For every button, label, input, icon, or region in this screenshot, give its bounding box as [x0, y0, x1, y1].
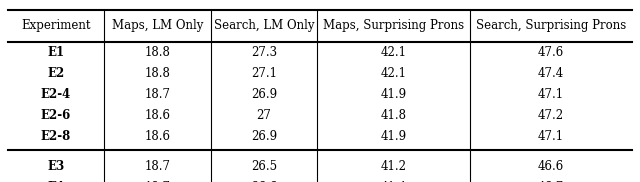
Text: Maps, LM Only: Maps, LM Only: [112, 19, 204, 32]
Text: 18.8: 18.8: [145, 67, 170, 80]
Text: 47.6: 47.6: [538, 46, 564, 59]
Text: 41.9: 41.9: [380, 130, 406, 143]
Text: 26.9: 26.9: [251, 88, 277, 101]
Text: 47.4: 47.4: [538, 67, 564, 80]
Text: 27.1: 27.1: [251, 67, 276, 80]
Text: 47.1: 47.1: [538, 88, 564, 101]
Text: 41.8: 41.8: [380, 109, 406, 122]
Text: 41.4: 41.4: [380, 181, 406, 182]
Text: 26.6: 26.6: [251, 181, 277, 182]
Text: 18.8: 18.8: [145, 46, 170, 59]
Text: Search, Surprising Prons: Search, Surprising Prons: [476, 19, 627, 32]
Text: 26.9: 26.9: [251, 130, 277, 143]
Text: E2-4: E2-4: [41, 88, 71, 101]
Text: E2-8: E2-8: [41, 130, 71, 143]
Text: 26.5: 26.5: [251, 161, 277, 173]
Text: 41.9: 41.9: [380, 88, 406, 101]
Text: 47.1: 47.1: [538, 130, 564, 143]
Text: 18.7: 18.7: [145, 88, 171, 101]
Text: E1: E1: [47, 46, 65, 59]
Text: 46.7: 46.7: [538, 181, 564, 182]
Text: E4: E4: [47, 181, 65, 182]
Text: 46.6: 46.6: [538, 161, 564, 173]
Text: 18.6: 18.6: [145, 109, 171, 122]
Text: 27: 27: [257, 109, 271, 122]
Text: E2: E2: [47, 67, 65, 80]
Text: 18.6: 18.6: [145, 130, 171, 143]
Text: Search, LM Only: Search, LM Only: [214, 19, 314, 32]
Text: 18.7: 18.7: [145, 181, 171, 182]
Text: Experiment: Experiment: [21, 19, 91, 32]
Text: 42.1: 42.1: [380, 67, 406, 80]
Text: E3: E3: [47, 161, 65, 173]
Text: Maps, Surprising Prons: Maps, Surprising Prons: [323, 19, 464, 32]
Text: 18.7: 18.7: [145, 161, 171, 173]
Text: 47.2: 47.2: [538, 109, 564, 122]
Text: E2-6: E2-6: [41, 109, 71, 122]
Text: 41.2: 41.2: [380, 161, 406, 173]
Text: 27.3: 27.3: [251, 46, 277, 59]
Text: 42.1: 42.1: [380, 46, 406, 59]
